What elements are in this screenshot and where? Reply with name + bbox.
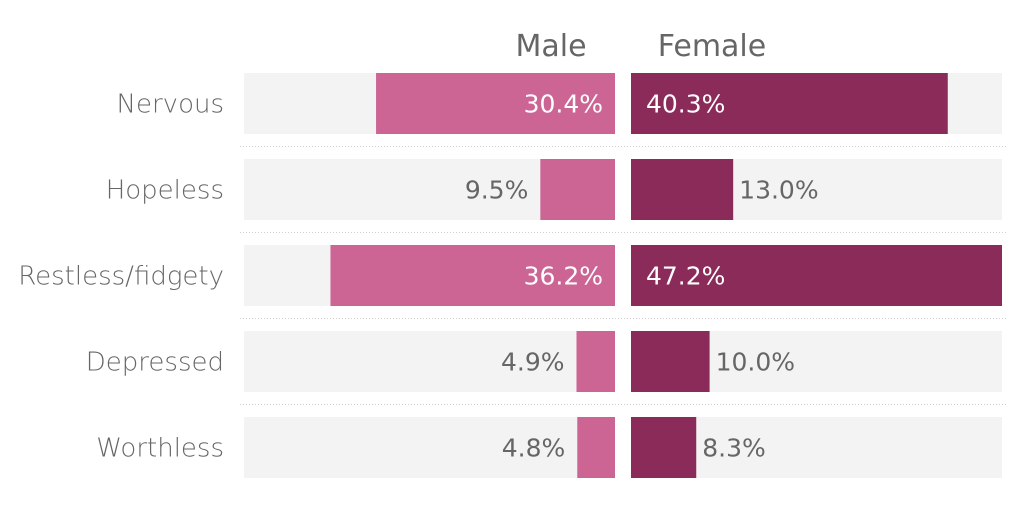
male-value-label: 36.2% bbox=[524, 262, 603, 291]
category-label: Hopeless bbox=[106, 176, 224, 206]
male-bar bbox=[330, 245, 615, 306]
female-bar bbox=[631, 245, 1002, 306]
female-value-label: 47.2% bbox=[646, 262, 725, 291]
category-label: Depressed bbox=[86, 348, 224, 378]
male-bar bbox=[577, 417, 615, 478]
male-bar bbox=[576, 331, 615, 392]
header-female: Female bbox=[658, 29, 766, 64]
row-depressed: Depressed 4.9% 10.0% bbox=[86, 331, 1006, 405]
row-restless-fidgety: Restless/fidgety 36.2% 47.2% bbox=[18, 245, 1006, 319]
male-bar bbox=[540, 159, 615, 220]
female-bar bbox=[631, 331, 710, 392]
category-label: Restless/fidgety bbox=[18, 262, 224, 292]
row-hopeless: Hopeless 9.5% 13.0% bbox=[106, 159, 1006, 233]
male-value-label: 9.5% bbox=[465, 176, 529, 205]
female-value-label: 10.0% bbox=[716, 348, 795, 377]
male-track bbox=[244, 417, 615, 478]
female-bar bbox=[631, 73, 948, 134]
category-label: Worthless bbox=[96, 434, 224, 464]
male-value-label: 30.4% bbox=[524, 90, 603, 119]
female-bar bbox=[631, 159, 734, 220]
female-value-label: 8.3% bbox=[702, 434, 766, 463]
row-worthless: Worthless 4.8% 8.3% bbox=[96, 417, 1002, 478]
category-label: Nervous bbox=[117, 90, 224, 120]
male-value-label: 4.8% bbox=[502, 434, 566, 463]
female-value-label: 13.0% bbox=[739, 176, 818, 205]
female-bar bbox=[631, 417, 697, 478]
male-value-label: 4.9% bbox=[501, 348, 565, 377]
female-value-label: 40.3% bbox=[646, 90, 725, 119]
header-male: Male bbox=[515, 29, 586, 64]
row-nervous: Nervous 30.4% 40.3% bbox=[117, 73, 1006, 147]
male-track bbox=[244, 331, 615, 392]
male-bar bbox=[376, 73, 615, 134]
